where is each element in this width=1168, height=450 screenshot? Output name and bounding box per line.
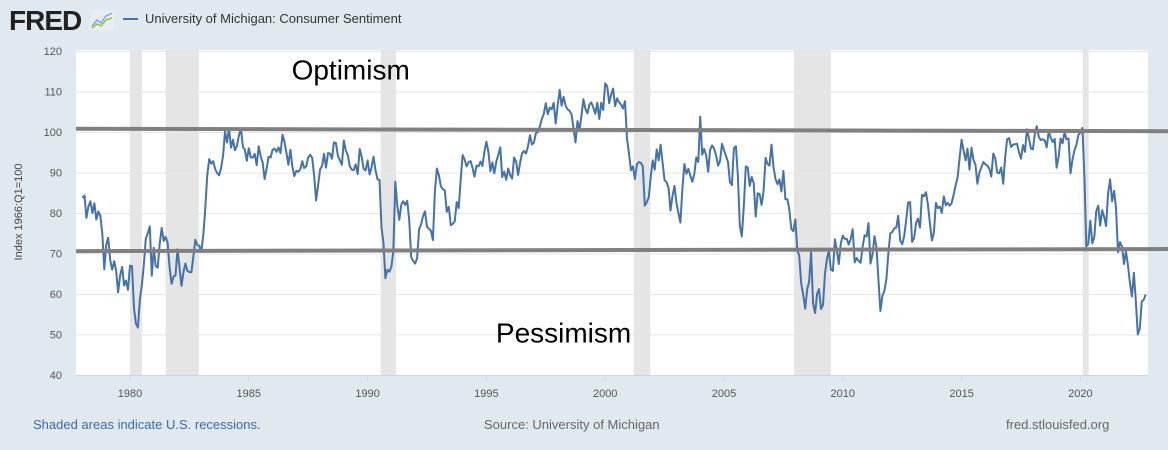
x-tick-label: 1985 xyxy=(237,388,261,400)
y-axis-ticks: 40 50 60 70 80 90 100 110 120 xyxy=(44,46,62,382)
chart-header: FRED University of Michigan: Consumer Se… xyxy=(0,0,1168,40)
y-tick-label: 50 xyxy=(50,330,62,342)
recession-band xyxy=(165,50,199,375)
y-axis-label: Index 1966:Q1=100 xyxy=(13,164,25,261)
y-tick-label: 40 xyxy=(50,370,62,382)
legend-item[interactable]: University of Michigan: Consumer Sentime… xyxy=(123,11,402,26)
recession-band xyxy=(633,50,651,375)
y-tick-label: 110 xyxy=(44,87,62,99)
fred-chart-icon xyxy=(90,10,114,30)
y-tick-label: 100 xyxy=(44,127,62,139)
x-tick-label: 1980 xyxy=(118,388,142,400)
gridlines xyxy=(76,51,1148,336)
reference-lines xyxy=(75,126,1168,254)
x-tick-label: 2010 xyxy=(831,388,855,400)
site-link[interactable]: fred.stlouisfed.org xyxy=(1006,417,1110,432)
recession-band xyxy=(794,50,831,375)
source-text: Source: University of Michigan xyxy=(484,417,660,432)
x-tick-label: 1995 xyxy=(474,388,498,400)
x-tick-label: 2000 xyxy=(593,388,617,400)
legend-swatch xyxy=(123,17,138,20)
recession-band xyxy=(130,50,142,375)
annotation-optimism: Optimism xyxy=(292,54,410,85)
x-tick-label: 2020 xyxy=(1068,388,1092,400)
x-tick-label: 2015 xyxy=(949,388,973,400)
x-axis-ticks: 1980 1985 1990 1995 2000 2005 2010 2015 2020 xyxy=(118,375,1093,400)
x-tick-label: 1990 xyxy=(355,388,379,400)
annotation-pessimism: Pessimism xyxy=(496,318,631,349)
y-tick-label: 70 xyxy=(50,249,62,261)
plot-area xyxy=(76,50,1148,375)
legend-label: University of Michigan: Consumer Sentime… xyxy=(145,11,402,26)
y-tick-label: 90 xyxy=(50,168,62,180)
y-tick-label: 120 xyxy=(44,46,62,58)
pessimism-threshold-line xyxy=(75,247,1168,254)
x-tick-label: 2005 xyxy=(712,388,736,400)
series-line[interactable] xyxy=(81,82,1147,336)
optimism-threshold-line xyxy=(75,126,1168,134)
y-tick-label: 80 xyxy=(50,208,62,220)
recession-note[interactable]: Shaded areas indicate U.S. recessions. xyxy=(33,417,261,432)
fred-logo[interactable]: FRED xyxy=(9,5,82,36)
y-tick-label: 60 xyxy=(50,289,62,301)
